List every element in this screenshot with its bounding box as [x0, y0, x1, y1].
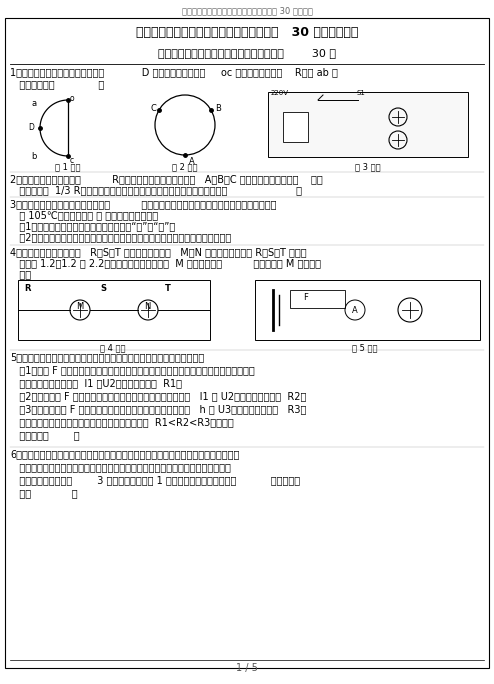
Text: 3．电饭锅的原理以下图，烧饭时开关          是闭合的，红色指示灯亮；饭熟后（当时的温度大概: 3．电饭锅的原理以下图，烧饭时开关 是闭合的，红色指示灯亮；饭熟后（当时的温度大…	[10, 199, 277, 209]
Text: 分别为 1.2、1.2 和 2.2（单位是伏或安），则灯  M 两头的电压为          伏，经过灯 M 的电流为: 分别为 1.2、1.2 和 2.2（单位是伏或安），则灯 M 两头的电压为 伏，…	[10, 258, 321, 268]
Text: 要求：最多只到拆掉        3 根连接导线，拔掉 1 根导线，则应找到的导线是           ，如接的导: 要求：最多只到拆掉 3 根连接导线，拔掉 1 根导线，则应找到的导线是 ，如接的…	[10, 475, 300, 485]
Text: （2）将滑用刀 F 移到最右，小灯泡很微弱发光，记下两表读数   I1 和 U2，算出灯丝电阶为  R2；: （2）将滑用刀 F 移到最右，小灯泡很微弱发光，记下两表读数 I1 和 U2，算…	[10, 391, 306, 401]
Text: S1: S1	[356, 90, 365, 96]
Text: N: N	[144, 302, 150, 311]
Text: 1．以下图，用均匀导线制成直径为            D 的半圆形线框，已知     oc 两点之间的电阶为    R，则 ab 两: 1．以下图，用均匀导线制成直径为 D 的半圆形线框，已知 oc 两点之间的电阶为…	[10, 67, 338, 77]
Bar	[290, 290, 345, 308]
Text: 第 4 题图: 第 4 题图	[100, 343, 126, 352]
Bar	[283, 112, 308, 142]
Text: S: S	[100, 284, 106, 293]
Text: 串），按要求连接实际线路，以下图，经查：此电路连接有错误，请你帮助更正。: 串），按要求连接实际线路，以下图，经查：此电路连接有错误，请你帮助更正。	[10, 462, 231, 472]
Text: B: B	[215, 104, 221, 113]
Text: 5．某同学采用了以下图的电路测定小灯泡灯丝的电阶，他的操作步骤是：: 5．某同学采用了以下图的电路测定小灯泡灯丝的电阶，他的操作步骤是：	[10, 352, 204, 362]
Text: 4．如图电路中，三个电表   R、S、T 连接无误，两个灯   M、N 均正常发光，已知 R、S、T 的读数: 4．如图电路中，三个电表 R、S、T 连接无误，两个灯 M、N 均正常发光，已知…	[10, 247, 307, 257]
Text: 他同学的三次操作是正常无误，为什么测量结果是  R1<R2<R3，这说明: 他同学的三次操作是正常无误，为什么测量结果是 R1<R2<R3，这说明	[10, 417, 234, 427]
Text: a: a	[31, 99, 36, 108]
Text: 初中科学竞赛辅导《电路》经典简答、探究 30 题含答案: 初中科学竞赛辅导《电路》经典简答、探究 30 题含答案	[182, 6, 312, 15]
Text: c: c	[70, 156, 74, 165]
Text: C: C	[150, 104, 156, 113]
Text: o: o	[70, 94, 75, 103]
Text: 数，于是记下两表读数  I1 和U2，算出灯丝电阶  R1；: 数，于是记下两表读数 I1 和U2，算出灯丝电阶 R1；	[10, 378, 182, 388]
Text: 6．假设你使两盏灯并联并用一个开关控制这两盏灯同时发光或熏灯（电源用两节干电池: 6．假设你使两盏灯并联并用一个开关控制这两盏灯同时发光或熏灯（电源用两节干电池	[10, 449, 240, 459]
Text: （3）再调滑动刀 F 到电位，使小灯泡正常发光，记下两表读数   h 和 U3，算出灯丝电阶为   R3。: （3）再调滑动刀 F 到电位，使小灯泡正常发光，记下两表读数 h 和 U3，算出…	[10, 404, 306, 414]
Text: A: A	[352, 306, 358, 315]
Text: R: R	[24, 284, 31, 293]
Bar	[255, 280, 480, 340]
Text: 等份电阶为  1/3 R），若将此中随意两点连入电路，则连入电路的电阶值为                      。: 等份电阶为 1/3 R），若将此中随意两点连入电路，则连入电路的电阶值为 。	[10, 185, 302, 195]
Text: （2）往常状况下用这类电饭锅烧水时它的自动断电功能能不可以起作用？为何？: （2）往常状况下用这类电饭锅烧水时它的自动断电功能能不可以起作用？为何？	[10, 232, 231, 242]
Text: 第 2 题图: 第 2 题图	[172, 162, 198, 171]
Text: （1）断路 F 接至变阶器的最右端，看到小灯泡的灯丝处于亮，但电流表和电压表都有读: （1）断路 F 接至变阶器的最右端，看到小灯泡的灯丝处于亮，但电流表和电压表都有…	[10, 365, 255, 375]
Bar	[268, 92, 468, 157]
Text: 第 3 题图: 第 3 题图	[355, 162, 381, 171]
Text: 初中科学比赛指导《电路》经典简答、研究        30 题: 初中科学比赛指导《电路》经典简答、研究 30 题	[158, 48, 336, 58]
Text: 初中科学比赛指导《电路》经典简答、研究   30 题（含答案）: 初中科学比赛指导《电路》经典简答、研究 30 题（含答案）	[136, 26, 358, 39]
Text: T: T	[165, 284, 171, 293]
Text: 220V: 220V	[271, 90, 289, 96]
Text: 2．以下图的圆环是由阶值          R、粗细均匀的金属丝制成的，   A、B、C 三点将圆环分成三等份    （每: 2．以下图的圆环是由阶值 R、粗细均匀的金属丝制成的， A、B、C 三点将圆环分…	[10, 174, 323, 184]
Text: 第 5 题图: 第 5 题图	[352, 343, 378, 352]
Text: 导体的电阶        。: 导体的电阶 。	[10, 430, 80, 440]
Text: M: M	[76, 302, 83, 311]
Text: A: A	[189, 157, 195, 166]
Text: （1）请在图中灯泡旁的相应虚线框中填上“红”或“黄”。: （1）请在图中灯泡旁的相应虚线框中填上“红”或“黄”。	[10, 221, 175, 231]
Text: 点间的电阶为              。: 点间的电阶为 。	[10, 79, 104, 89]
Bar	[18, 280, 210, 340]
Text: F: F	[303, 293, 308, 302]
Text: 线是             。: 线是 。	[10, 488, 78, 498]
Text: 为 105℃）保温时开关 是 自动断开，黄灯亮。: 为 105℃）保温时开关 是 自动断开，黄灯亮。	[10, 210, 158, 220]
Text: D: D	[28, 123, 34, 132]
Text: b: b	[31, 152, 37, 161]
Text: 安。: 安。	[10, 269, 31, 279]
Text: 1 / 5: 1 / 5	[236, 663, 258, 673]
Text: 第 1 题图: 第 1 题图	[55, 162, 81, 171]
